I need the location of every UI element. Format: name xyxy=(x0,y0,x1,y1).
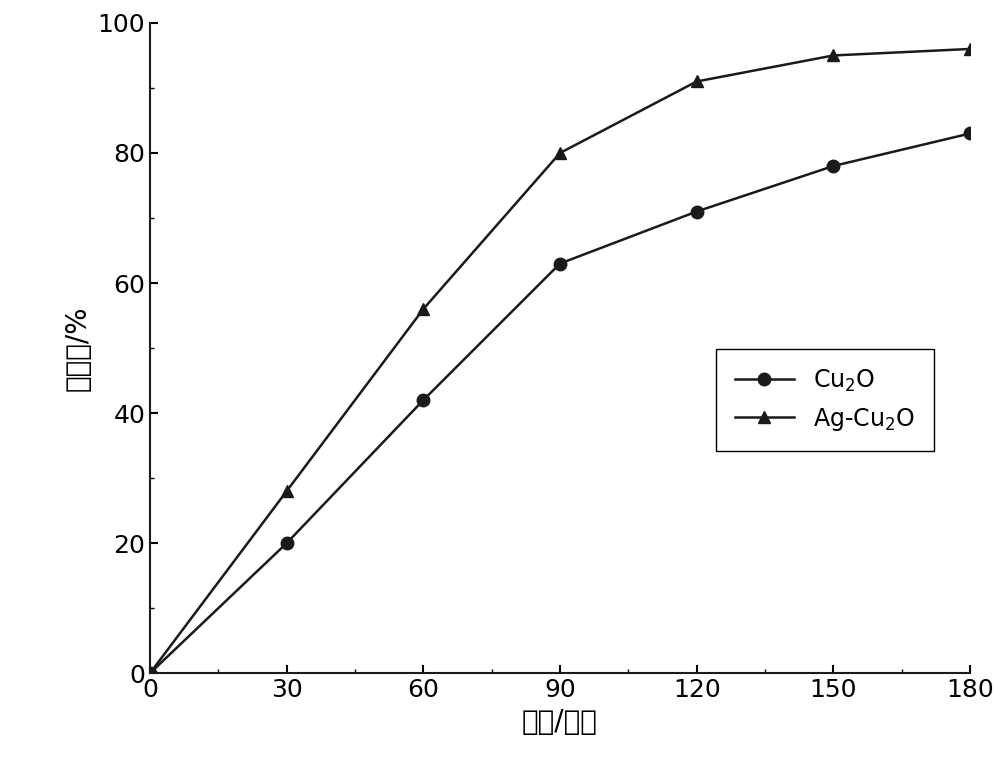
Cu$_2$O xyxy=(964,129,976,138)
Ag-Cu$_2$O xyxy=(144,669,156,678)
X-axis label: 时间/分钟: 时间/分钟 xyxy=(522,708,598,736)
Line: Ag-Cu$_2$O: Ag-Cu$_2$O xyxy=(144,43,976,679)
Ag-Cu$_2$O xyxy=(281,487,293,496)
Ag-Cu$_2$O xyxy=(964,44,976,54)
Cu$_2$O xyxy=(691,207,703,216)
Cu$_2$O xyxy=(554,259,566,269)
Cu$_2$O xyxy=(144,669,156,678)
Cu$_2$O xyxy=(281,539,293,548)
Ag-Cu$_2$O xyxy=(417,304,429,314)
Ag-Cu$_2$O xyxy=(691,77,703,86)
Legend: Cu$_2$O, Ag-Cu$_2$O: Cu$_2$O, Ag-Cu$_2$O xyxy=(716,349,934,451)
Ag-Cu$_2$O xyxy=(827,50,839,60)
Ag-Cu$_2$O xyxy=(554,148,566,158)
Cu$_2$O xyxy=(417,396,429,405)
Cu$_2$O xyxy=(827,161,839,171)
Y-axis label: 降解率/%: 降解率/% xyxy=(64,305,92,391)
Line: Cu$_2$O: Cu$_2$O xyxy=(144,127,976,679)
